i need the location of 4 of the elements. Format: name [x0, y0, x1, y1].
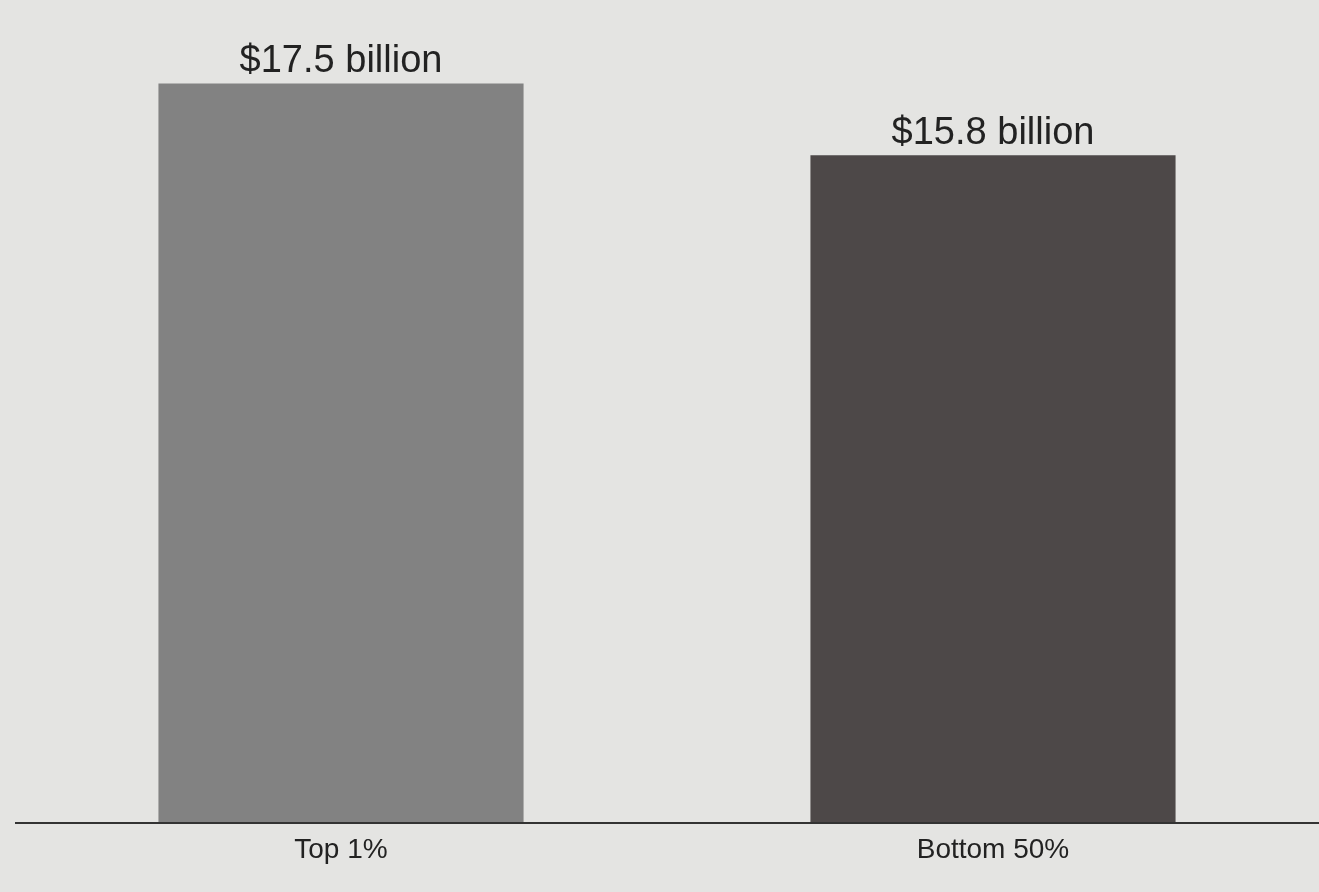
x-tick-label: Top 1% [294, 832, 388, 864]
x-tick-label: Bottom 50% [916, 832, 1070, 864]
data-label: $15.8 billion [891, 110, 1095, 153]
data-label: $17.5 billion [239, 38, 443, 81]
